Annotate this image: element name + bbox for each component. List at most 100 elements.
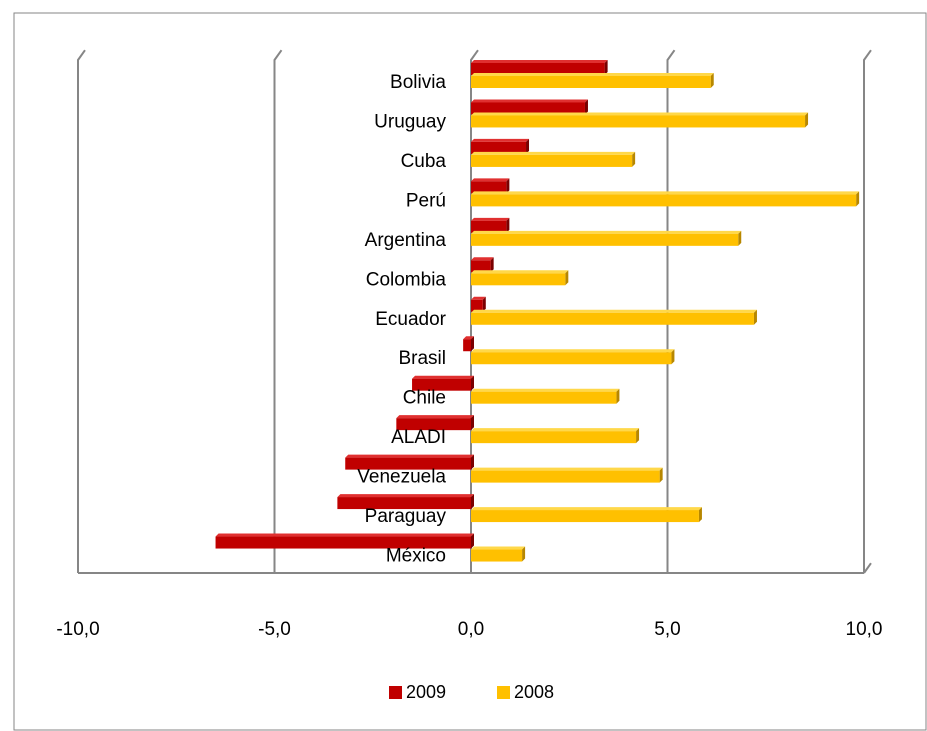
gridline [666,49,676,573]
bar-2009-bolivia [471,63,605,75]
bar-2008-brasil [471,352,672,365]
category-label: Argentina [365,230,447,251]
bar-2008-venezuela [471,470,660,483]
bar-side-face [471,494,474,510]
legend: 2009 2008 [389,682,554,702]
bar-side-face [471,375,474,391]
bar-side-face [584,99,588,115]
category-label: Paraguay [365,506,447,527]
bar-side-face [490,257,494,273]
bar-top-face [471,257,494,261]
bar-top-face [471,296,486,300]
bar-side-face [698,507,702,523]
category-label: ALADI [391,427,446,448]
bar-side-face [805,112,809,128]
bar-top-face [471,138,530,142]
bar-2008-paraguay [471,510,699,523]
bar-top-face [337,494,474,498]
category-label: Perú [406,190,446,211]
bar-side-face [604,60,608,75]
bar-2009-aladi [396,418,471,431]
bar-side-face [671,349,675,365]
bar-2009-perú [471,181,507,194]
bar-top-face [471,428,640,432]
gridline [273,49,283,573]
bar-2008-cuba [471,154,633,167]
gridline [77,49,86,573]
bar-top-face [396,415,474,419]
bar-top-face [471,388,620,392]
bar-side-face [636,428,640,444]
bar-top-face [463,336,474,340]
x-tick-label: 5,0 [654,619,680,640]
bar-2008-uruguay [471,115,806,128]
bar-2009-brasil [463,339,471,352]
bar-top-face [471,60,608,63]
category-label: Uruguay [374,111,446,132]
category-label: Bolivia [390,72,446,93]
bar-top-face [471,151,636,155]
legend-swatch-2009 [389,686,402,699]
bar-2008-chile [471,391,617,404]
category-label: Venezuela [357,467,446,488]
bar-2009-venezuela [345,457,471,470]
bar-side-face [616,388,620,404]
bar-2008-ecuador [471,312,754,325]
gridline [863,49,872,573]
bar-top-face [471,112,809,116]
bar-side-face [632,151,636,167]
legend-label-2009: 2009 [406,682,446,702]
bar-side-face [506,217,510,233]
bar-top-face [471,230,742,234]
x-tick-label: -10,0 [56,619,99,640]
bar-side-face [856,191,860,207]
bar-2008-bolivia [471,76,711,88]
plot-area: -10,0 -5,0 0,0 5,0 10,0 Bolivia Uruguay Cuba Per… [56,49,883,640]
bar-2009-colombia [471,260,491,273]
bar-top-face [412,375,474,379]
bar-side-face [506,178,510,194]
category-label: Cuba [401,151,447,172]
x-tick-label: 10,0 [846,619,883,640]
category-label: Chile [403,388,446,409]
bar-2008-aladi [471,431,637,444]
bar-2008-argentina [471,233,739,246]
bar-2009-méxico [215,536,471,549]
bar-top-face [471,73,714,76]
bar-side-face [482,296,486,312]
bar-side-face [471,533,474,549]
x-axis-depth-line [863,562,872,574]
category-label: Brasil [398,348,446,369]
bar-side-face [753,309,757,325]
bar-2008-méxico [471,549,523,562]
bar-2009-ecuador [471,299,483,312]
bar-2009-paraguay [337,497,471,510]
bar-top-face [471,99,588,103]
category-label: México [386,546,446,567]
bar-top-face [471,309,757,313]
bar-side-face [522,546,526,562]
legend-swatch-2008 [497,686,510,699]
bar-top-face [471,349,675,353]
bar-2009-chile [412,378,471,391]
bar-top-face [471,546,526,550]
x-tick-label: 0,0 [458,619,484,640]
bar-2009-uruguay [471,102,585,115]
bar-side-face [471,415,474,431]
bar-side-face [738,230,742,246]
bar-top-face [471,217,510,221]
x-tick-label: -5,0 [258,619,291,640]
bar-top-face [345,454,474,458]
bar-top-face [471,178,510,182]
category-label: Ecuador [375,309,446,330]
bar-top-face [471,191,860,195]
bar-side-face [710,73,714,88]
bar-top-face [471,467,663,471]
bar-2009-cuba [471,141,527,154]
bar-2008-perú [471,194,857,207]
bar-top-face [215,533,475,537]
category-label: Colombia [366,269,447,290]
bar-2008-colombia [471,273,566,286]
bar-side-face [565,270,569,286]
